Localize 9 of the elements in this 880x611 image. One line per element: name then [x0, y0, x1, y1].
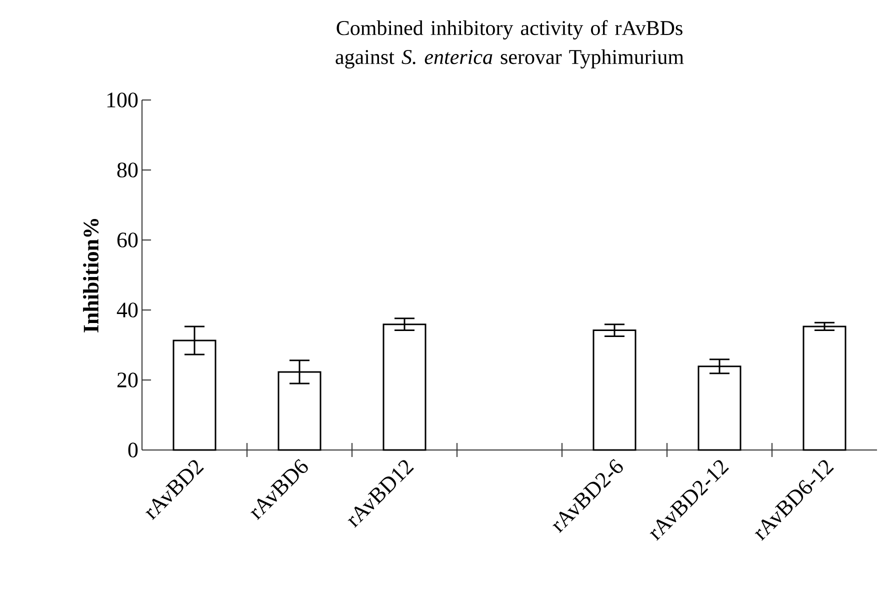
y-tick-label: 20	[117, 372, 138, 388]
y-tick-label: 80	[117, 162, 138, 178]
y-tick-label: 100	[107, 92, 138, 108]
y-tick-label: 60	[117, 232, 138, 248]
bar	[802, 326, 846, 451]
chart-title: Combined inhibitory activity of rAvBDs against S. enterica serovar Typhimurium	[336, 20, 684, 68]
y-tick-label: 40	[116, 302, 138, 318]
y-axis-title: Inhibition%	[83, 218, 99, 332]
y-tick-label: 0	[128, 442, 138, 458]
